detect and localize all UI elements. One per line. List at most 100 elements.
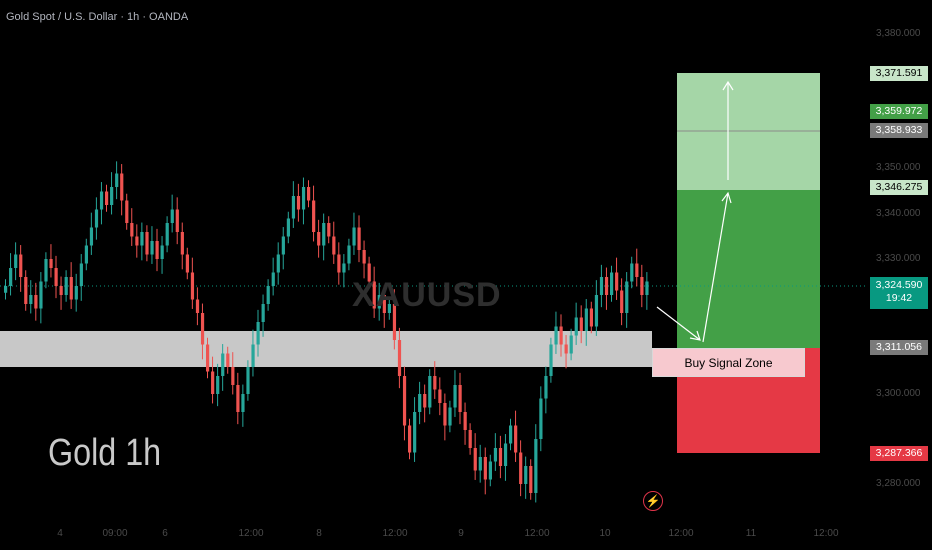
candle-body bbox=[428, 376, 432, 408]
candle-body bbox=[105, 191, 109, 205]
candle-body bbox=[4, 286, 8, 293]
x-tick: 12:00 bbox=[238, 528, 264, 539]
candle-body bbox=[544, 376, 548, 399]
candle-body bbox=[307, 187, 311, 201]
candle-body bbox=[397, 340, 402, 376]
x-tick: 9 bbox=[458, 528, 464, 539]
candle-body bbox=[610, 272, 614, 295]
candle-body bbox=[145, 232, 149, 255]
candle-body bbox=[135, 236, 139, 246]
candle-body bbox=[589, 308, 593, 327]
candle-body bbox=[519, 452, 523, 484]
candle-body bbox=[549, 344, 553, 376]
candle-body bbox=[524, 466, 528, 484]
candle-body bbox=[231, 367, 235, 385]
candle-body bbox=[185, 254, 189, 273]
candle-body bbox=[251, 344, 255, 367]
candle-body bbox=[276, 254, 280, 273]
candle-body bbox=[241, 394, 245, 412]
candle-body bbox=[59, 286, 63, 295]
candle-body bbox=[569, 335, 573, 354]
candle-body bbox=[175, 209, 179, 232]
current-price-badge: 3,324.590 19:42 bbox=[870, 277, 928, 309]
price-label-profit-top: 3,346.275 bbox=[870, 180, 928, 195]
candle-body bbox=[503, 443, 508, 466]
candle-body bbox=[89, 227, 94, 246]
signal-band bbox=[0, 331, 652, 367]
candle-body bbox=[84, 245, 88, 264]
candle-body bbox=[478, 457, 482, 471]
candle-body bbox=[19, 254, 23, 277]
candle-body bbox=[206, 344, 210, 372]
candle-body bbox=[125, 200, 129, 223]
x-tick: 11 bbox=[745, 528, 757, 539]
candle-body bbox=[640, 277, 644, 295]
candle-body bbox=[64, 277, 68, 295]
candle-body bbox=[200, 313, 205, 345]
candle-body bbox=[94, 209, 99, 228]
candle-body bbox=[216, 376, 220, 394]
candle-body bbox=[352, 227, 356, 246]
x-tick: 10 bbox=[599, 528, 611, 539]
candle-body bbox=[337, 254, 341, 273]
candle-body bbox=[221, 353, 225, 376]
candle-body bbox=[327, 223, 331, 237]
candle-body bbox=[281, 236, 285, 255]
candle-body bbox=[322, 223, 326, 246]
candle-body bbox=[514, 425, 518, 453]
candle-body bbox=[362, 250, 366, 264]
candle-body bbox=[342, 263, 346, 273]
candle-body bbox=[418, 394, 422, 412]
candle-body bbox=[433, 376, 437, 390]
candle-body bbox=[498, 448, 503, 466]
bar-countdown: 19:42 bbox=[885, 292, 913, 304]
x-tick: 12:00 bbox=[813, 528, 839, 539]
candle-body bbox=[564, 344, 568, 354]
candle-body bbox=[246, 367, 250, 394]
candle-body bbox=[594, 295, 599, 327]
candle-body bbox=[559, 326, 563, 345]
y-tick: 3,340.000 bbox=[876, 208, 921, 219]
pullback-arrowhead bbox=[689, 330, 701, 341]
y-tick: 3,380.000 bbox=[876, 28, 921, 39]
candle-body bbox=[165, 223, 169, 246]
buy-signal-zone-label[interactable]: Buy Signal Zone bbox=[652, 348, 805, 377]
candles bbox=[4, 161, 649, 503]
candle-body bbox=[79, 263, 83, 286]
candle-body bbox=[473, 448, 477, 471]
candle-body bbox=[49, 259, 53, 268]
lightning-icon[interactable]: ⚡ bbox=[643, 491, 663, 511]
candle-body bbox=[256, 322, 260, 345]
candle-body bbox=[534, 439, 538, 493]
y-tick: 3,280.000 bbox=[876, 478, 921, 489]
buy-signal-zone-text: Buy Signal Zone bbox=[684, 355, 773, 370]
candle-body bbox=[539, 398, 543, 439]
candle-body bbox=[483, 457, 487, 480]
candle-body bbox=[377, 295, 381, 309]
x-tick: 6 bbox=[162, 528, 168, 539]
candle-body bbox=[34, 295, 38, 309]
price-label-target-top: 3,371.591 bbox=[870, 66, 928, 81]
candle-body bbox=[529, 466, 533, 493]
candle-body bbox=[554, 326, 558, 345]
x-tick: 8 bbox=[316, 528, 322, 539]
candle-body bbox=[180, 232, 184, 255]
candle-body bbox=[387, 304, 391, 313]
candle-body bbox=[271, 272, 275, 286]
candle-body bbox=[211, 371, 215, 394]
candle-body bbox=[488, 461, 492, 480]
candle-body bbox=[357, 227, 361, 250]
candle-body bbox=[620, 290, 624, 313]
candle-body bbox=[110, 187, 114, 205]
price-label-target-mid: 3,359.972 bbox=[870, 104, 928, 119]
x-tick: 12:00 bbox=[524, 528, 550, 539]
candle-body bbox=[155, 241, 159, 259]
candle-body bbox=[463, 412, 467, 430]
candle-body bbox=[443, 403, 447, 426]
candle-body bbox=[599, 277, 604, 295]
profit-zone bbox=[677, 190, 820, 348]
candle-body bbox=[226, 353, 230, 367]
candle-body bbox=[266, 286, 270, 304]
candle-body bbox=[312, 200, 316, 232]
candle-body bbox=[150, 241, 154, 255]
